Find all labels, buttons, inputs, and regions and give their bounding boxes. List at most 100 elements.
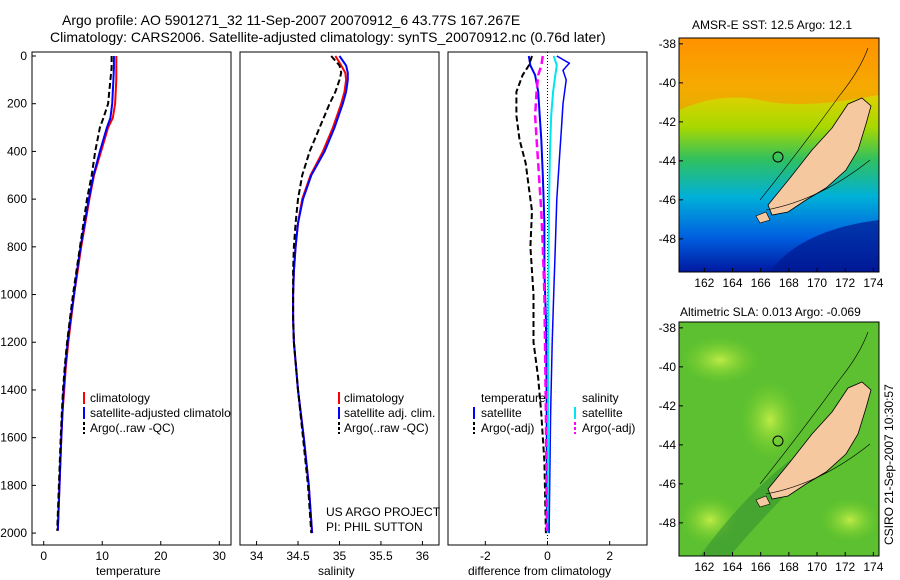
x-tick-label: 30 — [213, 549, 227, 563]
sst-stewart-island — [755, 211, 771, 224]
lon-tick-label: 162 — [694, 276, 714, 290]
title-line-2: Climatology: CARS2006. Satellite-adjuste… — [50, 29, 606, 45]
lat-tick-label: -40 — [659, 360, 677, 374]
legend-label-sal-satellite: satellite — [582, 406, 623, 420]
sst-argo-location — [772, 151, 784, 163]
legend-label-temp-satellite: satellite — [481, 406, 522, 420]
x-tick-label: 35 — [333, 549, 347, 563]
project-annotation: US ARGO PROJECT — [326, 505, 441, 519]
salinity-axis-label: salinity — [318, 564, 355, 578]
depth-tick-label: 0 — [20, 49, 27, 63]
sla-argo-location — [772, 435, 784, 447]
lat-tick-label: -42 — [659, 115, 677, 129]
lon-tick-label: 170 — [807, 560, 827, 574]
title-line-1: Argo profile: AO 5901271_32 11-Sep-2007 … — [62, 12, 520, 28]
lat-tick-label: -46 — [659, 193, 677, 207]
lon-tick-label: 168 — [779, 560, 799, 574]
legend-label-argo: Argo(..raw -QC) — [344, 421, 429, 435]
series-line-temperature-satellite — [527, 55, 548, 534]
x-tick-label: 0 — [544, 549, 551, 563]
x-tick-label: 34.5 — [286, 549, 310, 563]
legend-label-climatology: climatology — [344, 391, 404, 405]
sst-frame — [678, 37, 880, 273]
legend-heading-salinity: salinity — [582, 391, 619, 405]
series-line-salinity-argo-adj- — [533, 55, 549, 534]
series-line-satellite-blue-outer — [548, 55, 571, 534]
x-tick-label: 2 — [606, 549, 613, 563]
lat-tick-label: -44 — [659, 438, 677, 452]
series-line-temperature-argo-adj- — [515, 55, 547, 534]
legend-label-satellite: satellite-adjusted climatolo — [90, 406, 231, 420]
depth-tick-label: 800 — [7, 240, 27, 254]
legend-label-sal-argo: Argo(-adj) — [582, 421, 635, 435]
temperature-panel — [31, 51, 232, 546]
lat-tick-label: -46 — [659, 477, 677, 491]
difference-legend: temperature salinity satellite Argo(-adj… — [473, 391, 635, 435]
lon-tick-label: 162 — [694, 560, 714, 574]
salinity-panel — [239, 51, 440, 546]
lat-tick-label: -48 — [659, 232, 677, 246]
lon-tick-label: 172 — [835, 560, 855, 574]
lon-tick-label: 170 — [807, 276, 827, 290]
lon-tick-label: 174 — [863, 560, 883, 574]
sst-map-title: AMSR-E SST: 12.5 Argo: 12.1 — [692, 18, 852, 32]
lat-tick-label: -38 — [659, 37, 677, 51]
lon-tick-label: 164 — [723, 560, 743, 574]
x-tick-label: 20 — [154, 549, 168, 563]
lat-tick-label: -40 — [659, 76, 677, 90]
legend-label-climatology: climatology — [90, 391, 150, 405]
sla-blob-2 — [740, 380, 800, 460]
depth-tick-label: 200 — [7, 97, 27, 111]
depth-tick-label: 2000 — [0, 526, 27, 540]
sla-blob-1 — [680, 336, 760, 384]
sst-land — [767, 97, 872, 216]
x-tick-label: 35.5 — [369, 549, 393, 563]
x-tick-label: 34 — [250, 549, 264, 563]
sla-map — [678, 321, 880, 557]
lon-tick-label: 168 — [779, 276, 799, 290]
x-tick-label: -2 — [480, 549, 491, 563]
lon-tick-label: 174 — [863, 276, 883, 290]
lon-tick-label: 166 — [751, 276, 771, 290]
timestamp: CSIRO 21-Sep-2007 10:30:57 — [882, 384, 896, 545]
lat-tick-label: -38 — [659, 321, 677, 335]
depth-tick-label: 600 — [7, 192, 27, 206]
map-axes: -38 -40 -42 -44 -46 -48 162 164 166 168 170 172 174 -… — [659, 37, 884, 574]
lat-tick-label: -48 — [659, 516, 677, 530]
depth-tick-label: 1200 — [0, 335, 27, 349]
legend-heading-temperature: temperature — [481, 391, 546, 405]
depth-tick-label: 400 — [7, 144, 27, 158]
depth-tick-label: 1800 — [0, 478, 27, 492]
series-line-salinity-satellite — [546, 55, 558, 534]
sla-map-title: Altimetric SLA: 0.013 Argo: -0.069 — [680, 305, 861, 319]
depth-tick-label: 1400 — [0, 383, 27, 397]
x-tick-label: 0 — [40, 549, 47, 563]
x-tick-label: 36 — [416, 549, 430, 563]
lat-tick-label: -44 — [659, 154, 677, 168]
sla-blob-4 — [820, 498, 880, 542]
profile-series — [56, 52, 571, 545]
sst-warm-patch — [679, 38, 879, 110]
x-tick-label: 10 — [96, 549, 110, 563]
x-axes: 0 10 20 30 34 34.5 35 35.5 36 -2 0 2 — [40, 541, 613, 563]
depth-tick-label: 1600 — [0, 431, 27, 445]
sla-land — [767, 381, 872, 500]
depth-tick-label: 1000 — [0, 288, 27, 302]
temperature-axis-label: temperature — [96, 564, 161, 578]
legend-label-satellite: satellite adj. clim. — [344, 406, 435, 420]
temperature-legend: climatology satellite-adjusted climatolo… — [83, 391, 231, 435]
sla-frame — [678, 321, 880, 557]
sst-cold-patch — [770, 220, 879, 272]
sla-stewart-island — [755, 495, 771, 508]
lon-tick-label: 166 — [751, 560, 771, 574]
difference-axis-label: difference from climatology — [468, 564, 611, 578]
sla-shelf-contour — [759, 331, 871, 495]
series-line-argo-raw-qc- — [56, 56, 113, 531]
series-line-argo-raw-qc- — [292, 55, 343, 534]
sst-map — [678, 37, 880, 273]
salinity-legend: climatology satellite adj. clim. Argo(..… — [338, 391, 435, 435]
legend-label-argo: Argo(..raw -QC) — [90, 421, 175, 435]
lon-tick-label: 172 — [835, 276, 855, 290]
pi-annotation: PI: PHIL SUTTON — [326, 520, 423, 534]
